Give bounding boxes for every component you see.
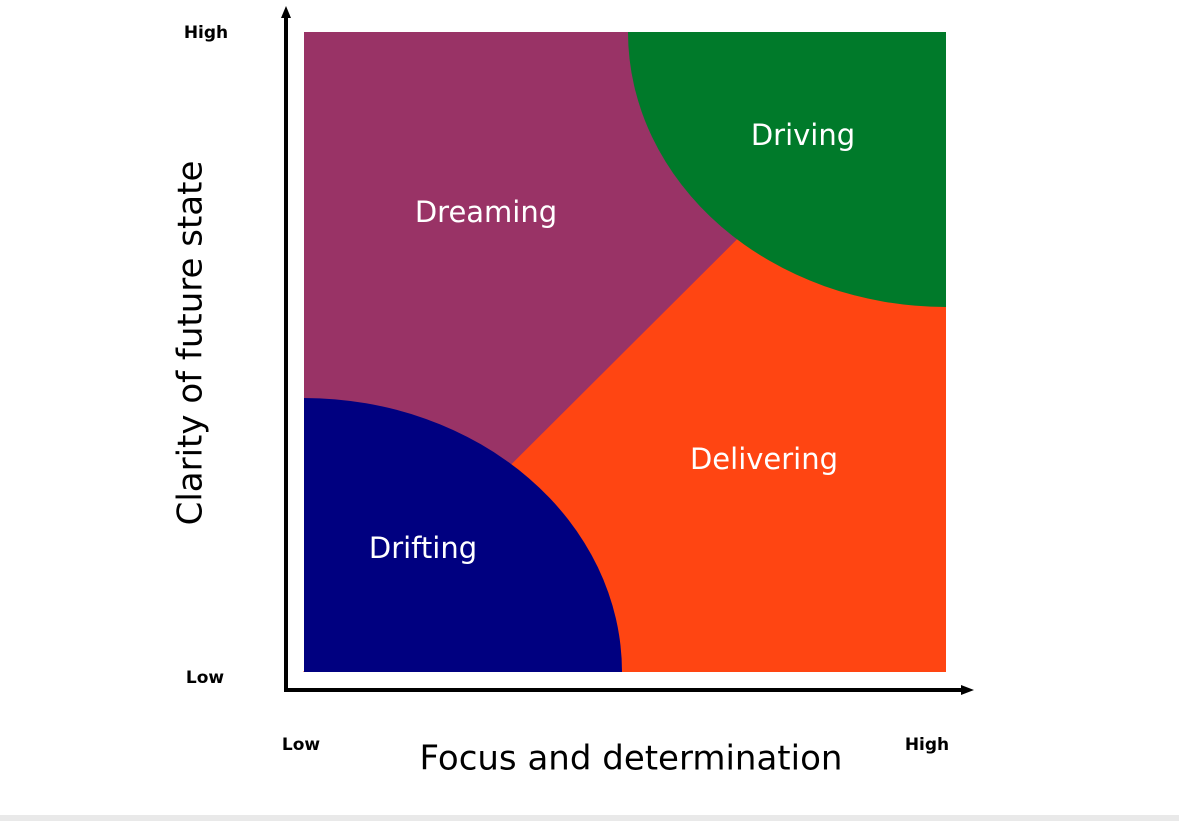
drifting-region	[304, 398, 622, 672]
y-axis-arrow	[281, 6, 291, 18]
driving-region	[628, 32, 946, 307]
x-low-label: Low	[282, 735, 321, 755]
y-high-label: High	[184, 23, 228, 43]
x-axis-arrow	[961, 685, 974, 695]
y-axis-title: Clarity of future state	[171, 161, 211, 526]
region-label: Dreaming	[415, 195, 557, 229]
region-label: Drifting	[369, 531, 477, 565]
x-high-label: High	[905, 735, 949, 755]
region-label: Delivering	[690, 442, 838, 476]
x-axis-title: Focus and determination	[420, 739, 843, 779]
y-low-label: Low	[186, 668, 225, 688]
region-label: Driving	[751, 118, 855, 152]
bottom-border	[0, 815, 1179, 821]
